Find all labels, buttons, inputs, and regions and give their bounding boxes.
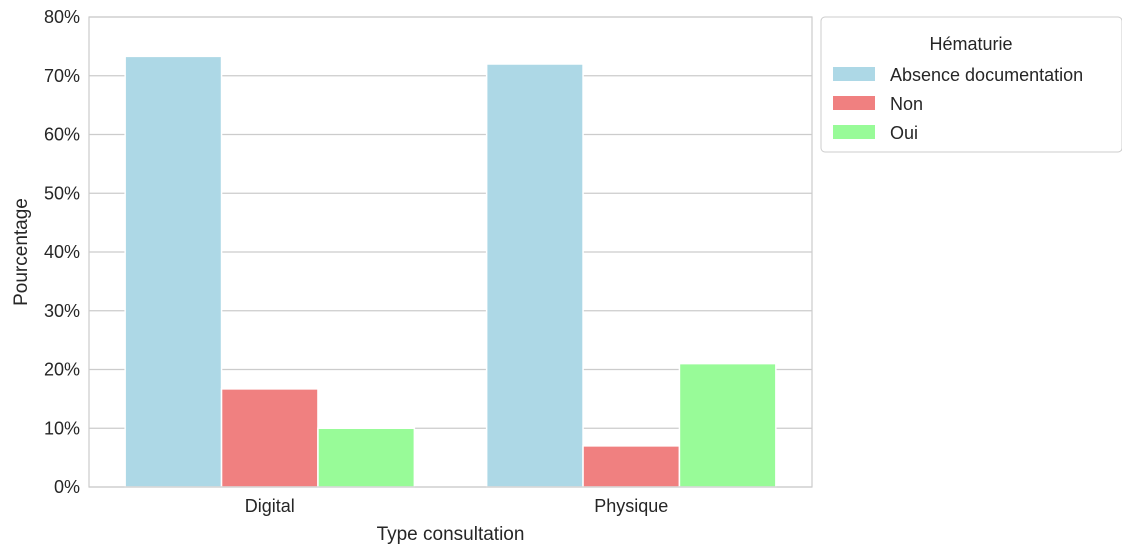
y-tick-label: 40% [44, 242, 80, 262]
y-tick-labels: 0% 10% 20% 30% 40% 50% 60% 70% 80% [44, 7, 80, 497]
bar-absence-documentation-physique [487, 64, 583, 487]
bar-oui-physique [679, 364, 775, 487]
x-axis-label: Type consultation [377, 524, 525, 544]
y-tick-label: 70% [44, 66, 80, 86]
bar-non-digital [222, 389, 318, 487]
y-tick-label: 60% [44, 125, 80, 145]
legend-item-label: Absence documentation [890, 65, 1083, 85]
legend-swatch [833, 67, 875, 81]
legend-swatch [833, 96, 875, 110]
y-tick-label: 10% [44, 418, 80, 438]
legend-item-label: Non [890, 94, 923, 114]
bar-non-physique [583, 446, 679, 487]
legend-item-label: Oui [890, 123, 918, 143]
bar-oui-digital [318, 428, 414, 487]
y-tick-label: 50% [44, 183, 80, 203]
legend-swatch [833, 125, 875, 139]
y-tick-label: 20% [44, 360, 80, 380]
y-axis-label: Pourcentage [11, 198, 32, 306]
legend: Hématurie Absence documentation Non Oui [821, 17, 1122, 152]
y-tick-label: 0% [54, 477, 80, 497]
y-tick-label: 30% [44, 301, 80, 321]
bar-absence-documentation-digital [125, 56, 221, 487]
x-tick-labels: Digital Physique [245, 496, 669, 516]
x-tick-label: Physique [594, 496, 668, 516]
y-tick-label: 80% [44, 7, 80, 27]
x-tick-label: Digital [245, 496, 295, 516]
bars [125, 56, 776, 487]
legend-title: Hématurie [929, 34, 1012, 54]
